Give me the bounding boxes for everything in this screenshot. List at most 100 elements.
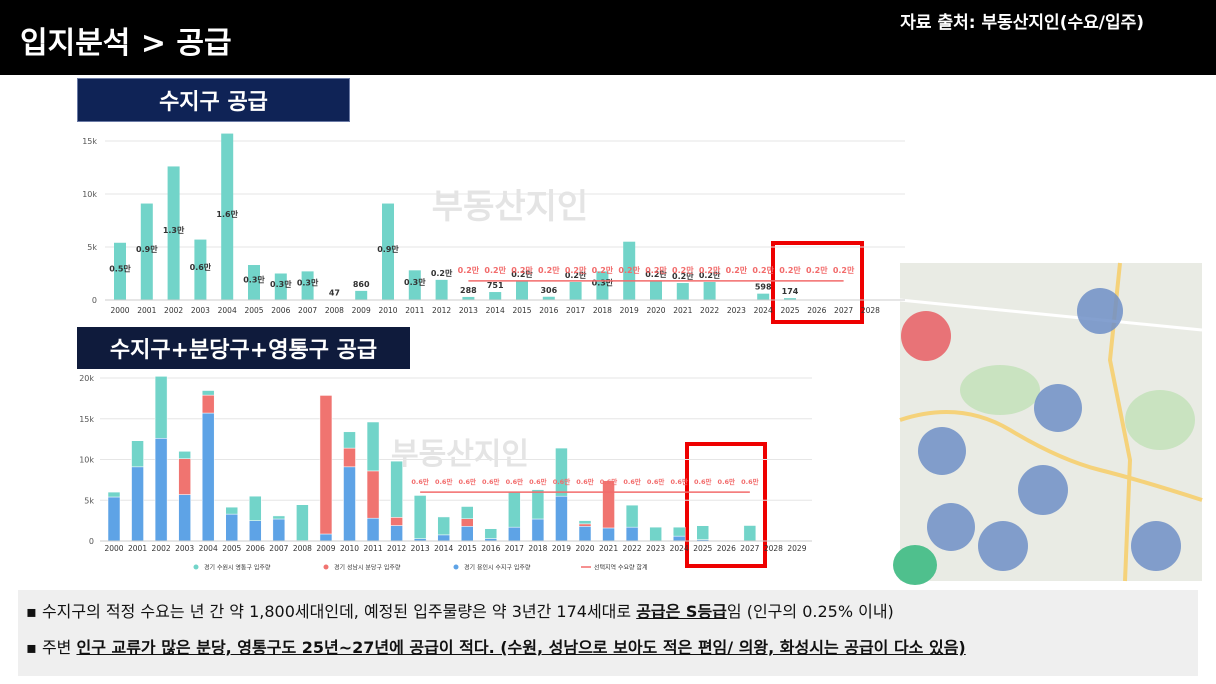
data-label: 0.3만 [404, 277, 426, 287]
bar [221, 133, 234, 300]
bar-segment [390, 460, 403, 518]
bar-segment [225, 506, 238, 515]
bar-segment [319, 395, 333, 535]
map-park [893, 545, 937, 585]
line-label: 0.2만 [672, 265, 694, 275]
bar-segment [343, 431, 356, 449]
bar-segment [508, 491, 521, 528]
x-tick-label: 2020 [646, 306, 665, 315]
bar-segment [437, 534, 450, 542]
y-tick-label: 10k [79, 456, 94, 465]
x-tick-label: 2001 [137, 306, 156, 315]
bar-segment [437, 516, 450, 536]
bar-segment [555, 447, 568, 497]
watermark: 부동산지인 [432, 187, 588, 227]
data-label: 0.2만 [672, 271, 694, 281]
x-tick-label: 2022 [623, 544, 642, 553]
y-tick-label: 5k [84, 496, 94, 505]
line-label: 0.2만 [458, 265, 480, 275]
bar-segment [249, 495, 262, 521]
bullet: ▪ [26, 638, 42, 657]
line-label: 0.2만 [833, 265, 855, 275]
x-tick-label: 2017 [566, 306, 585, 315]
x-tick-label: 2000 [110, 306, 129, 315]
map-bubble [1018, 465, 1068, 515]
bar-segment [625, 526, 639, 542]
bar [248, 265, 260, 300]
bar [301, 271, 314, 300]
bar-segment [296, 504, 309, 541]
y-tick-label: 15k [82, 137, 97, 146]
bar-segment [508, 526, 521, 542]
data-label: 0.2만 [645, 269, 667, 279]
data-label: 598 [755, 283, 772, 292]
x-tick-label: 2009 [316, 544, 335, 553]
x-tick-label: 2010 [340, 544, 359, 553]
bar-segment [625, 504, 639, 528]
x-tick-label: 2002 [152, 544, 171, 553]
x-tick-label: 2024 [670, 544, 689, 553]
line-label: 0.6만 [482, 477, 500, 486]
bar [596, 271, 609, 300]
bar-segment [107, 496, 121, 542]
y-tick-label: 0 [92, 296, 97, 305]
bar-segment [531, 489, 545, 520]
data-label: 1.6만 [216, 209, 238, 219]
x-tick-label: 2016 [539, 306, 558, 315]
line-label: 0.2만 [645, 265, 667, 275]
bar-segment [578, 523, 592, 527]
x-tick-label: 2003 [191, 306, 210, 315]
x-tick-label: 2000 [104, 544, 123, 553]
bar-segment [413, 495, 427, 539]
y-tick-label: 5k [87, 243, 97, 252]
bar-segment [272, 518, 286, 542]
data-label: 0.5만 [109, 263, 131, 273]
bar [274, 273, 287, 300]
bar [784, 298, 796, 300]
bar-segment [649, 526, 662, 542]
x-tick-label: 2006 [246, 544, 265, 553]
bar [408, 270, 421, 300]
map [893, 262, 1203, 585]
line-label: 0.2만 [752, 265, 774, 275]
line-label: 0.2만 [538, 265, 560, 275]
note-text: 주변 [41, 638, 77, 657]
bar-segment [531, 518, 545, 542]
bar [650, 280, 662, 300]
note: ▪ 주변 인구 교류가 많은 분당, 영통구도 25년~27년에 공급이 적다.… [26, 634, 966, 658]
bar [489, 292, 502, 300]
line-label: 0.6만 [694, 477, 712, 486]
line-label: 0.6만 [623, 477, 641, 486]
line-label: 0.6만 [411, 477, 429, 486]
chart-title: 수지구 공급 [77, 78, 350, 122]
bar [382, 203, 394, 300]
data-label: 47 [329, 289, 340, 298]
bar-segment [602, 480, 615, 529]
bar [114, 242, 126, 300]
line-label: 0.6만 [553, 477, 571, 486]
data-label: 751 [487, 281, 504, 290]
line-label: 0.2만 [618, 265, 640, 275]
bar-segment [578, 526, 592, 542]
bar [623, 241, 636, 300]
x-tick-label: 2021 [673, 306, 692, 315]
x-tick-label: 2022 [700, 306, 719, 315]
bar-segment [578, 520, 592, 525]
bar-segment [201, 412, 215, 542]
bar [140, 203, 153, 300]
bar [703, 281, 716, 300]
x-tick-label: 2025 [780, 306, 799, 315]
bar-segment [178, 458, 191, 495]
legend-label: 경기 용인시 수지구 입주량 [464, 564, 531, 572]
line-label: 0.6만 [459, 477, 477, 486]
note: ▪ 수지구의 적정 수요는 년 간 약 1,800세대인데, 예정된 입주물량은… [26, 598, 894, 622]
line-label: 0.6만 [600, 477, 618, 486]
x-tick-label: 2011 [364, 544, 383, 553]
x-tick-label: 2028 [764, 544, 783, 553]
bar-segment [461, 518, 474, 527]
chart-title: 수지구+분당구+영통구 공급 [77, 327, 410, 369]
data-label: 0.9만 [377, 244, 399, 254]
map-bubble [1034, 384, 1082, 432]
notes: ▪ 수지구의 적정 수요는 년 간 약 1,800세대인데, 예정된 입주물량은… [18, 590, 1198, 676]
